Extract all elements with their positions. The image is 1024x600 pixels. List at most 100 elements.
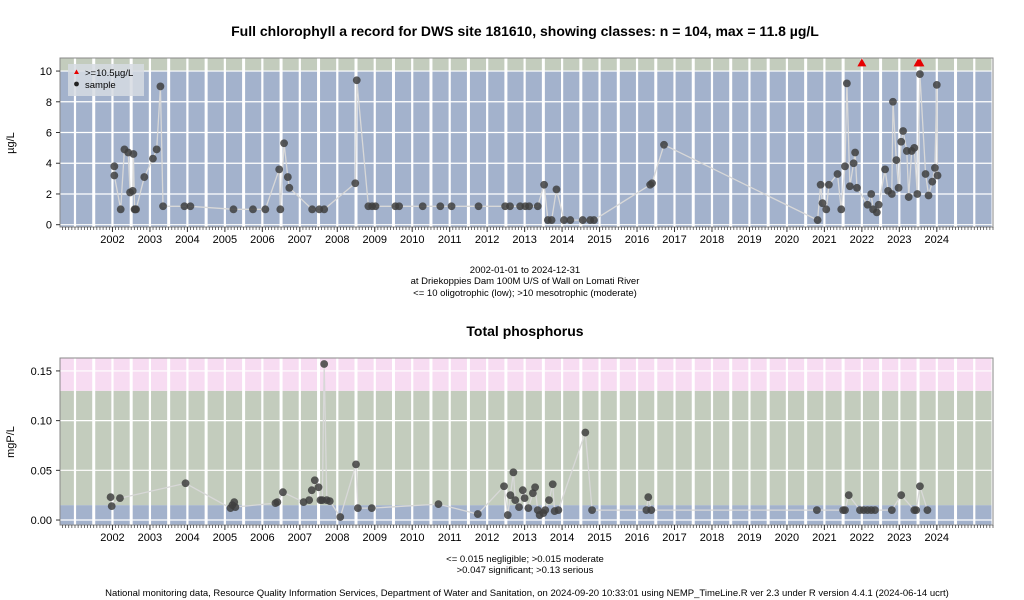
sample-point	[152, 145, 161, 154]
sample-point	[813, 216, 822, 224]
phosphorus-plot-frame	[59, 357, 994, 526]
sample-point	[110, 162, 119, 171]
alert-point	[857, 58, 867, 67]
sample-point	[116, 494, 124, 503]
phosphorus-plot-background	[60, 358, 993, 525]
x-tick-label: 2013	[512, 234, 536, 246]
sample-point	[887, 190, 896, 198]
sample-point	[140, 173, 149, 181]
x-tick-label: 2016	[625, 234, 649, 246]
sample-point	[647, 506, 656, 514]
chlorophyll-alert-markers	[857, 58, 925, 67]
sample-point	[833, 170, 842, 178]
sample-point	[525, 202, 534, 211]
class-band-1	[60, 58, 993, 72]
sample-point	[159, 202, 167, 211]
sample-point	[812, 506, 821, 514]
chlorophyll-plot-frame	[59, 57, 994, 228]
y-tick-label: 0	[46, 220, 52, 232]
sample-point	[128, 186, 137, 195]
sample-point	[156, 82, 165, 91]
sample-point	[279, 488, 287, 497]
sample-point	[436, 202, 445, 211]
sample-point	[180, 202, 189, 211]
sample-point	[229, 205, 238, 214]
sample-point	[822, 205, 831, 214]
phosphorus-panel: Total phosphorus 2002 2003 2004 2005 2006 200…	[5, 323, 995, 576]
sample-point	[352, 460, 360, 469]
sample-point	[231, 503, 240, 512]
x-tick-label: 2005	[213, 532, 237, 544]
sample-point	[280, 139, 288, 148]
legend-sample-marker	[74, 81, 79, 87]
x-tick-label: 2021	[812, 234, 836, 246]
legend-alert-marker	[74, 69, 79, 74]
chlorophyll-legend: >=10.5µg/L sample	[68, 64, 144, 96]
sample-point	[924, 191, 933, 200]
sample-point	[892, 156, 901, 165]
sample-point	[545, 496, 553, 505]
class-band-1	[60, 390, 993, 506]
x-tick-label: 2007	[288, 532, 312, 544]
y-tick-label: 10	[40, 66, 52, 78]
phosphorus-class-legend-line2: >0.047 significant; >0.13 serious	[457, 565, 594, 576]
sample-point	[928, 177, 937, 186]
sample-point	[325, 497, 334, 506]
sample-point	[560, 216, 568, 224]
sample-point	[524, 504, 533, 513]
sample-point	[841, 162, 849, 171]
x-tick-label: 2014	[550, 532, 574, 544]
y-tick-label: 0.10	[31, 416, 52, 428]
sample-point	[921, 170, 930, 178]
x-tick-label: 2024	[925, 532, 949, 544]
phosphorus-sample-points	[106, 360, 932, 521]
sample-point	[474, 202, 483, 211]
sample-point	[923, 506, 932, 514]
x-tick-label: 2009	[363, 532, 387, 544]
x-tick-label: 2006	[250, 234, 274, 246]
sample-point	[305, 496, 314, 505]
x-tick-label: 2011	[438, 234, 462, 246]
sample-point	[518, 486, 527, 495]
sample-point	[473, 510, 482, 518]
sample-point	[932, 80, 941, 89]
sample-point	[845, 182, 854, 191]
sample-point	[540, 180, 549, 189]
sample-point	[887, 506, 896, 514]
x-tick-label: 2003	[138, 532, 162, 544]
sample-point	[566, 216, 575, 224]
data-source-footer: National monitoring data, Resource Quali…	[105, 588, 949, 599]
class-band-0	[60, 71, 993, 228]
sample-point	[824, 180, 833, 189]
sample-point	[106, 493, 115, 502]
x-tick-label: 2008	[325, 532, 349, 544]
x-tick-label: 2012	[475, 234, 499, 246]
sample-point	[149, 154, 157, 163]
sample-point	[889, 97, 897, 106]
y-tick-label: 6	[46, 128, 52, 140]
sample-point	[110, 171, 119, 180]
sample-point	[644, 493, 653, 502]
y-tick-label: 4	[46, 158, 52, 170]
sample-point	[352, 76, 361, 85]
sample-point	[283, 173, 292, 181]
x-tick-label: 2017	[662, 532, 686, 544]
y-tick-label: 2	[46, 189, 52, 201]
sample-point	[871, 506, 879, 514]
phosphorus-y-axis-label: mgP/L	[5, 426, 17, 458]
sample-point	[336, 513, 345, 521]
sample-point	[916, 70, 924, 79]
sample-point	[531, 483, 540, 492]
chlorophyll-chart-title: Full chlorophyll a record for DWS site 1…	[231, 23, 819, 39]
sample-point	[578, 216, 587, 224]
sample-point	[897, 491, 906, 500]
class-band-2	[60, 358, 993, 391]
y-tick-label: 8	[46, 97, 52, 109]
chlorophyll-sample-points	[110, 70, 942, 224]
sample-point	[307, 486, 316, 495]
x-tick-label: 2007	[288, 234, 312, 246]
y-tick-label: 0.15	[31, 366, 52, 378]
sample-point	[837, 205, 846, 214]
sample-point	[581, 428, 590, 437]
sample-point	[660, 140, 668, 149]
